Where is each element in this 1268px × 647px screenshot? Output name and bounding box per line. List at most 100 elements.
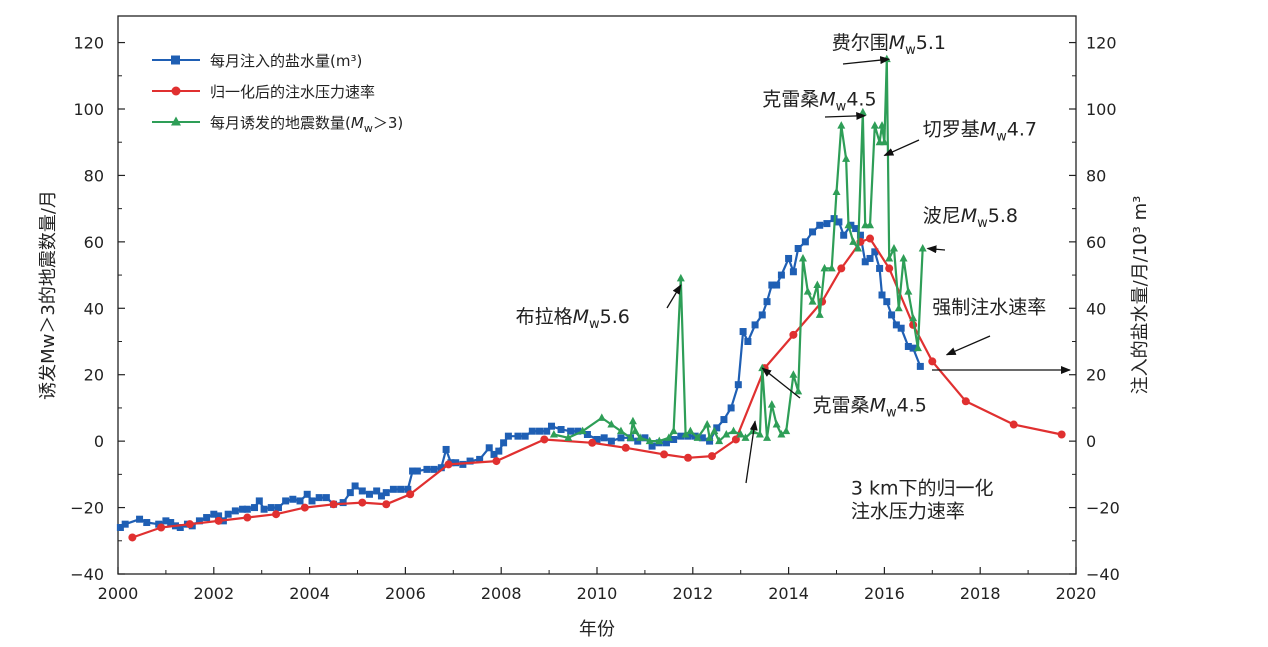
- data-point-injection: [121, 520, 129, 528]
- annotation-magnitude-subscript: w: [905, 43, 916, 58]
- data-point-earthquakes: [789, 370, 798, 378]
- data-point-pressure: [961, 397, 970, 406]
- annotation-magnitude-subscript: w: [589, 317, 600, 332]
- data-point-pressure: [243, 513, 252, 522]
- data-point-earthquakes: [564, 433, 573, 441]
- data-point-injection: [430, 465, 438, 473]
- data-point-earthquakes: [736, 430, 745, 438]
- data-point-pressure: [621, 443, 630, 452]
- data-point-injection: [789, 268, 797, 276]
- data-point-earthquakes: [870, 121, 879, 129]
- data-point-injection: [195, 517, 203, 525]
- data-point-injection: [413, 467, 421, 475]
- y-right-tick-label: 100: [1086, 100, 1117, 119]
- data-point-injection: [739, 328, 747, 336]
- annotation-1: 克雷桑Mw4.5: [762, 89, 876, 115]
- data-point-earthquakes: [777, 430, 786, 438]
- data-point-injection: [308, 497, 316, 505]
- data-point-injection: [215, 512, 223, 520]
- y-right-tick-label: 0: [1086, 432, 1096, 451]
- annotation-magnitude-symbol: M: [573, 306, 589, 328]
- x-tick-label: 2016: [864, 584, 905, 603]
- data-point-earthquakes: [815, 310, 824, 318]
- data-point-earthquakes: [715, 436, 724, 445]
- data-point-injection: [727, 404, 735, 412]
- data-point-injection: [543, 427, 551, 435]
- data-point-injection: [840, 231, 848, 239]
- data-point-injection: [442, 445, 450, 453]
- data-point-earthquakes: [767, 400, 776, 408]
- data-point-pressure: [157, 523, 166, 532]
- data-point-injection: [231, 507, 239, 515]
- data-point-injection: [698, 434, 706, 442]
- data-point-earthquakes: [741, 433, 750, 441]
- data-point-injection: [763, 298, 771, 306]
- data-point-injection: [351, 482, 359, 490]
- data-point-injection: [521, 432, 529, 440]
- annotation-arrow: [666, 284, 682, 309]
- data-point-pressure: [406, 490, 415, 499]
- data-point-pressure: [707, 452, 716, 461]
- data-point-injection: [377, 492, 385, 500]
- data-point-injection: [358, 487, 366, 495]
- annotation-4: 布拉格Mw5.6: [516, 306, 630, 332]
- data-point-injection: [514, 432, 522, 440]
- data-point-injection: [296, 497, 304, 505]
- data-point-earthquakes: [798, 253, 807, 262]
- data-point-earthquakes: [842, 154, 851, 162]
- data-point-injection: [485, 444, 493, 452]
- annotation-arrow: [926, 245, 946, 254]
- data-point-injection: [871, 248, 879, 256]
- data-point-pressure: [358, 498, 367, 507]
- annotation-magnitude-value: 5.1: [916, 32, 946, 54]
- annotation-magnitude-value: 5.8: [988, 205, 1018, 227]
- data-point-pressure: [540, 435, 549, 444]
- data-point-injection: [600, 434, 608, 442]
- data-point-injection: [136, 515, 144, 523]
- data-point-injection: [706, 437, 714, 445]
- y-axis-right-title: 注入的盐水量/月/10³ m³: [1130, 196, 1151, 395]
- data-point-injection: [322, 494, 330, 502]
- annotation-magnitude-subscript: w: [886, 405, 897, 420]
- y-left-tick-label: 0: [94, 432, 104, 451]
- annotation-3: 波尼Mw5.8: [923, 205, 1018, 231]
- x-tick-label: 2000: [98, 584, 139, 603]
- annotation-arrow: [945, 335, 991, 356]
- annotation-magnitude-symbol: M: [819, 89, 835, 111]
- annotation-magnitude-subscript: w: [996, 130, 1007, 145]
- data-point-injection: [466, 457, 474, 465]
- data-point-injection: [861, 258, 869, 266]
- annotation-5: 克雷桑Mw4.5: [813, 394, 927, 420]
- legend: 每月注入的盐水量(m³) 归一化后的注水压力速率 每月诱发的地震数量(Mw＞3): [152, 52, 403, 135]
- data-point-pressure: [1057, 430, 1066, 439]
- data-point-injection: [536, 427, 544, 435]
- data-point-earthquakes: [636, 433, 645, 441]
- data-point-pressure: [684, 453, 693, 462]
- data-point-earthquakes: [866, 220, 875, 229]
- axis-ticks: [117, 41, 1077, 575]
- y-right-tick-label: −40: [1086, 565, 1120, 584]
- data-point-injection: [583, 431, 591, 438]
- data-point-injection: [773, 281, 781, 289]
- data-point-earthquakes: [710, 426, 719, 435]
- annotation-label: 3 km下的归一化注水压力速率: [851, 477, 994, 522]
- data-point-injection: [617, 434, 625, 442]
- data-point-earthquakes: [880, 137, 889, 146]
- data-point-injection: [495, 447, 503, 455]
- series-pressure: [128, 234, 1066, 542]
- data-point-injection: [346, 489, 354, 497]
- data-point-earthquakes: [645, 436, 654, 445]
- data-point-injection: [744, 338, 752, 345]
- data-point-earthquakes: [607, 420, 616, 428]
- data-point-injection: [909, 344, 917, 352]
- data-point-injection: [593, 435, 601, 443]
- annotation-line: 3 km下的归一化: [851, 477, 994, 499]
- annotation-label: 波尼Mw5.8: [923, 205, 1018, 231]
- y-left-tick-label: −20: [70, 499, 104, 518]
- data-point-injection: [500, 439, 508, 447]
- data-point-injection: [904, 342, 912, 350]
- data-point-earthquakes: [748, 426, 757, 435]
- data-point-injection: [677, 432, 685, 440]
- data-point-earthquakes: [918, 244, 927, 252]
- x-tick-label: 2004: [289, 584, 330, 603]
